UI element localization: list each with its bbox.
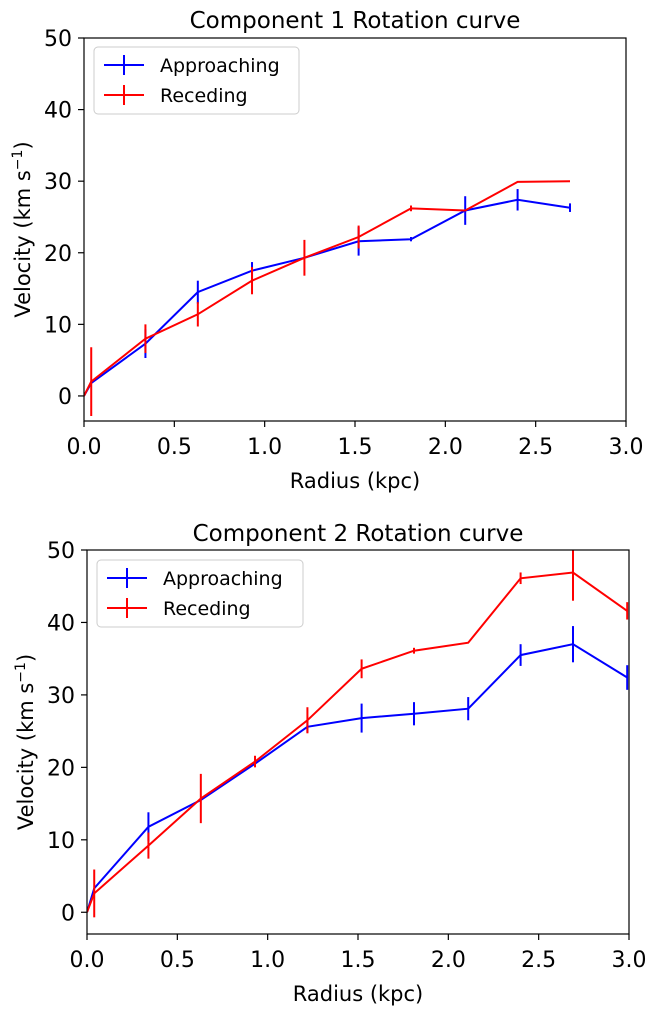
x-tick-label: 0.0 xyxy=(70,948,105,973)
x-tick-label: 1.0 xyxy=(250,948,285,973)
y-tick-label: 50 xyxy=(47,539,75,564)
legend-box xyxy=(93,46,300,115)
y-axis-label: Velocity (km s−1) xyxy=(10,141,35,317)
chart-title: Component 1 Rotation curve xyxy=(190,8,521,34)
x-tick-label: 0.0 xyxy=(67,435,102,460)
y-tick-label: 30 xyxy=(47,684,75,709)
legend-label-approaching: Approaching xyxy=(160,55,280,77)
legend-label-receding: Receding xyxy=(160,85,248,107)
y-tick-label: 0 xyxy=(61,901,75,926)
x-axis-label: Radius (kpc) xyxy=(290,469,421,493)
series-line-approaching xyxy=(87,643,628,913)
y-tick-label: 40 xyxy=(44,99,72,124)
legend-label-approaching: Approaching xyxy=(163,568,283,590)
x-tick-label: 2.0 xyxy=(428,435,463,460)
x-tick-label: 0.5 xyxy=(160,948,195,973)
series-line-receding xyxy=(87,571,628,913)
legend-box xyxy=(96,559,304,628)
y-tick-label: 30 xyxy=(44,170,72,195)
y-axis-label-close: ) xyxy=(14,654,38,662)
y-tick-label: 0 xyxy=(58,385,72,410)
plot-area xyxy=(84,180,571,416)
legend-label-receding: Receding xyxy=(163,598,251,620)
axes-frame xyxy=(86,549,630,935)
panel-component-1: Component 1 Rotation curve 0.0 0.5 1.0 1.5 2.… xyxy=(10,8,644,493)
series-line-approaching xyxy=(84,198,571,397)
y-axis-label-sup: −1 xyxy=(10,150,26,171)
x-tick-label: 1.5 xyxy=(338,435,373,460)
y-tick-label: 20 xyxy=(47,756,75,781)
x-tick-label: 0.5 xyxy=(157,435,192,460)
x-tick-label: 2.0 xyxy=(431,948,466,973)
y-axis-label-main: Velocity (km s xyxy=(11,170,35,317)
chart-title: Component 2 Rotation curve xyxy=(193,521,524,547)
axes-frame xyxy=(83,37,627,422)
x-tick-label: 1.5 xyxy=(341,948,376,973)
legend: Approaching Receding xyxy=(93,46,300,115)
x-tick-label: 1.0 xyxy=(247,435,282,460)
series-line-receding xyxy=(84,180,571,397)
x-tick-label: 2.5 xyxy=(518,435,553,460)
y-axis-label-main: Velocity (km s xyxy=(14,683,38,830)
y-tick-label: 10 xyxy=(47,829,75,854)
plot-area xyxy=(87,550,629,918)
y-axis-label-close: ) xyxy=(11,141,35,149)
panel-component-2: Component 2 Rotation curve 0.0 0.5 1.0 1.5 2.… xyxy=(13,521,647,1006)
legend: Approaching Receding xyxy=(96,559,304,628)
x-tick-label: 2.5 xyxy=(521,948,556,973)
x-axis-label: Radius (kpc) xyxy=(293,982,424,1006)
x-tick-label: 3.0 xyxy=(612,948,647,973)
x-tick-label: 3.0 xyxy=(609,435,644,460)
y-tick-label: 10 xyxy=(44,313,72,338)
y-tick-label: 50 xyxy=(44,27,72,52)
y-tick-label: 40 xyxy=(47,611,75,636)
y-tick-label: 20 xyxy=(44,242,72,267)
y-axis-label: Velocity (km s−1) xyxy=(13,654,38,830)
y-axis-label-sup: −1 xyxy=(13,662,29,683)
